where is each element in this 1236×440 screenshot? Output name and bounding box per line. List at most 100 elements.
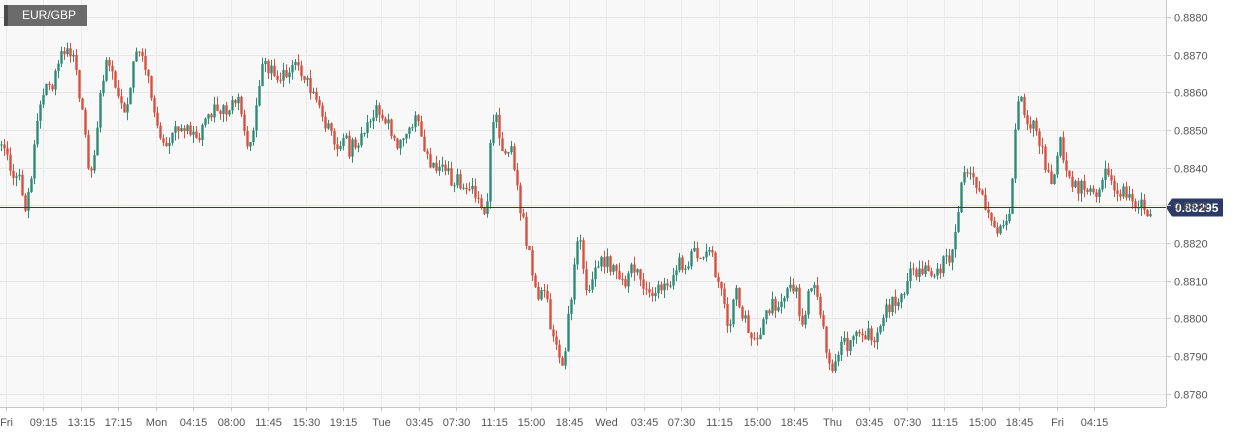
candle-body bbox=[354, 139, 357, 148]
candle-body bbox=[927, 265, 930, 272]
candle-body bbox=[177, 126, 180, 132]
candle bbox=[927, 259, 930, 272]
candle bbox=[933, 273, 936, 279]
candle-body bbox=[663, 283, 666, 291]
candle bbox=[225, 101, 228, 122]
candle bbox=[21, 169, 24, 197]
candle bbox=[291, 60, 294, 80]
candle-body bbox=[147, 70, 150, 77]
x-tick-label: 03:45 bbox=[406, 417, 434, 429]
candle bbox=[315, 87, 318, 103]
candle bbox=[390, 118, 393, 140]
candle bbox=[294, 59, 297, 71]
candle-body bbox=[489, 142, 492, 202]
candle bbox=[147, 69, 150, 84]
x-tick-label: 15:00 bbox=[744, 417, 772, 429]
candle bbox=[990, 212, 993, 226]
candle bbox=[633, 256, 636, 281]
candle-body bbox=[603, 257, 606, 267]
candle-body bbox=[120, 96, 123, 104]
candle bbox=[1059, 136, 1062, 158]
candle bbox=[921, 260, 924, 276]
candle bbox=[51, 83, 54, 92]
candle-body bbox=[129, 87, 132, 105]
candle bbox=[1128, 186, 1131, 201]
candle-body bbox=[1089, 188, 1092, 192]
candle bbox=[1092, 185, 1095, 195]
candle bbox=[594, 260, 597, 287]
x-tick-label: 18:45 bbox=[1006, 417, 1034, 429]
candle bbox=[150, 75, 153, 101]
candle bbox=[300, 60, 303, 81]
candle-body bbox=[309, 77, 312, 94]
candle-body bbox=[768, 310, 771, 314]
candle bbox=[672, 268, 675, 290]
candle-body bbox=[450, 168, 453, 186]
candle bbox=[789, 276, 792, 292]
candle bbox=[606, 248, 609, 274]
candle bbox=[402, 137, 405, 147]
candle bbox=[885, 298, 888, 323]
candle bbox=[645, 281, 648, 295]
x-tick-label: 18:45 bbox=[781, 417, 809, 429]
candle bbox=[465, 183, 468, 195]
candle bbox=[156, 106, 159, 129]
candle-body bbox=[696, 247, 699, 259]
candle-body bbox=[747, 315, 750, 334]
candle-body bbox=[213, 104, 216, 118]
candle bbox=[744, 310, 747, 323]
candle-body bbox=[912, 268, 915, 270]
candle bbox=[1014, 123, 1017, 184]
candle bbox=[285, 64, 288, 79]
candle bbox=[1131, 188, 1134, 209]
candle-body bbox=[204, 118, 207, 125]
candle bbox=[336, 137, 339, 157]
candle-body bbox=[321, 105, 324, 117]
candle bbox=[897, 298, 900, 311]
x-tick-label: 07:30 bbox=[443, 417, 471, 429]
candle bbox=[138, 51, 141, 57]
candle bbox=[174, 120, 177, 141]
candle-body bbox=[711, 249, 714, 253]
y-tick-label: 0.8880 bbox=[1174, 13, 1208, 25]
x-tick-label: 08:00 bbox=[218, 417, 246, 429]
candle-body bbox=[246, 131, 249, 147]
candle-body bbox=[639, 269, 642, 280]
candle-body bbox=[387, 119, 390, 124]
candle-body bbox=[411, 127, 414, 129]
candle bbox=[945, 248, 948, 265]
candle bbox=[1011, 177, 1014, 215]
candle bbox=[267, 59, 270, 79]
candle-body bbox=[432, 162, 435, 168]
candle-body bbox=[585, 269, 588, 291]
candle-body bbox=[999, 225, 1002, 234]
candle bbox=[90, 166, 93, 178]
candle-body bbox=[72, 54, 75, 57]
candle bbox=[330, 122, 333, 136]
candle-body bbox=[570, 299, 573, 314]
x-tick-label: 07:30 bbox=[894, 417, 922, 429]
candle-body bbox=[1122, 186, 1125, 197]
candle-body bbox=[750, 333, 753, 339]
candle-body bbox=[138, 51, 141, 53]
candle-body bbox=[441, 164, 444, 167]
candle-body bbox=[825, 326, 828, 353]
candle-body bbox=[393, 135, 396, 139]
x-tick-label: 19:15 bbox=[330, 417, 358, 429]
candle bbox=[741, 305, 744, 322]
candle bbox=[984, 187, 987, 211]
candle bbox=[978, 181, 981, 193]
candle bbox=[696, 241, 699, 262]
candle bbox=[381, 109, 384, 121]
candle bbox=[144, 48, 147, 76]
candle bbox=[651, 287, 654, 302]
candle-body bbox=[930, 271, 933, 276]
candle bbox=[1122, 183, 1125, 199]
y-tick-label: 0.8820 bbox=[1174, 239, 1208, 251]
candle-body bbox=[666, 283, 669, 286]
candle bbox=[1116, 182, 1119, 202]
candle bbox=[78, 69, 81, 102]
candle-body bbox=[189, 125, 192, 135]
candle bbox=[966, 168, 969, 178]
candle-body bbox=[423, 136, 426, 152]
